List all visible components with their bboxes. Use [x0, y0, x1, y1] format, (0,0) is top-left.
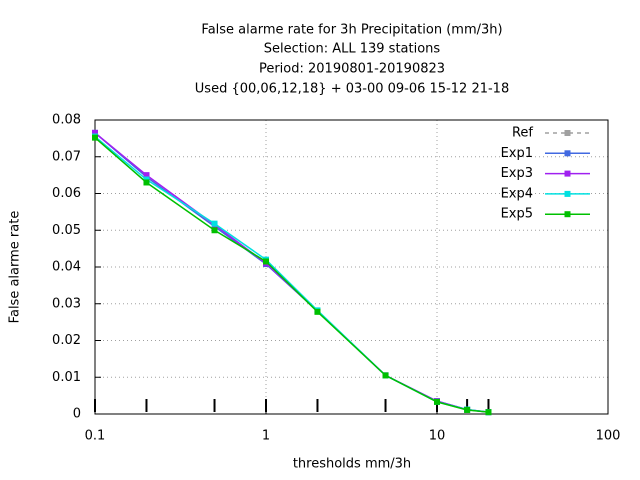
- y-tick-label: 0.04: [52, 260, 81, 275]
- chart-subtitle: Selection: ALL 139 stations: [264, 42, 441, 57]
- y-tick-label: 0.07: [52, 149, 81, 164]
- x-tick-label: 100: [596, 429, 621, 444]
- data-point: [211, 220, 218, 227]
- data-point: [314, 308, 321, 315]
- legend-label: Exp1: [501, 146, 533, 161]
- legend-label: Exp3: [501, 166, 533, 181]
- legend-marker: [564, 211, 571, 218]
- data-point: [143, 172, 150, 179]
- plot-border: [94, 119, 609, 415]
- data-point: [143, 179, 150, 186]
- data-point: [92, 134, 98, 141]
- legend-label: Ref: [512, 126, 533, 141]
- data-point: [92, 129, 98, 136]
- data-point: [464, 406, 471, 413]
- y-tick-label: 0.05: [52, 223, 81, 238]
- legend-marker: [564, 130, 571, 136]
- chart-subtitle: Used {00,06,12,18} + 03-00 09-06 15-12 2…: [195, 82, 509, 97]
- y-tick-label: 0.03: [52, 296, 81, 311]
- x-tick-label: 1: [262, 429, 270, 444]
- x-tick-label: 10: [429, 429, 446, 444]
- data-point: [263, 258, 269, 265]
- data-point: [434, 398, 440, 405]
- legend-marker: [564, 170, 571, 177]
- chart-subtitle: Period: 20190801-20190823: [259, 62, 445, 77]
- data-point: [382, 372, 389, 379]
- x-axis-label: thresholds mm/3h: [293, 457, 411, 472]
- legend-marker: [564, 150, 571, 157]
- x-tick-label: 0.1: [85, 429, 106, 444]
- y-tick-label: 0.01: [52, 370, 81, 385]
- legend-marker: [564, 190, 571, 197]
- y-tick-label: 0.06: [52, 186, 81, 201]
- chart-title: False alarme rate for 3h Precipitation (…: [201, 23, 502, 38]
- legend-label: Exp4: [501, 186, 533, 201]
- data-point: [211, 227, 218, 234]
- y-axis-label: False alarme rate: [8, 211, 23, 324]
- data-point: [485, 409, 492, 416]
- y-tick-label: 0: [73, 407, 81, 422]
- y-tick-label: 0.08: [52, 113, 81, 128]
- legend-label: Exp5: [501, 207, 533, 222]
- y-tick-label: 0.02: [52, 333, 81, 348]
